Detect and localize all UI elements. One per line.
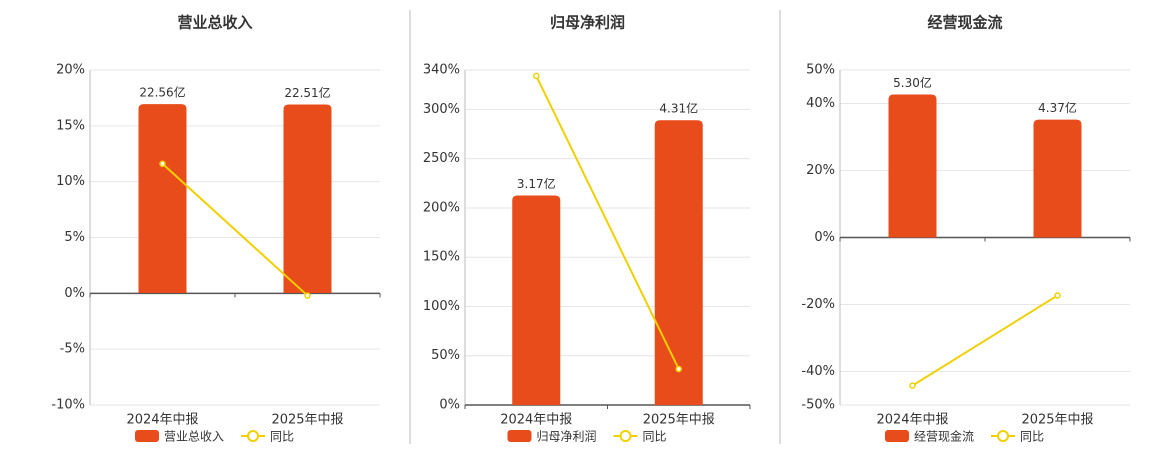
- y-tick-label: 50%: [806, 63, 835, 78]
- bar: [138, 104, 187, 294]
- legend-swatch: [885, 430, 909, 442]
- y-tick-label: 10%: [56, 174, 85, 189]
- y-tick-label: -10%: [51, 398, 85, 413]
- y-tick-label: 20%: [806, 163, 835, 178]
- value-label: 22.51亿: [284, 85, 330, 100]
- bar: [512, 195, 561, 405]
- chart-title: 经营现金流: [927, 14, 1002, 32]
- y-tick-label: -20%: [801, 297, 835, 312]
- y-tick-label: 340%: [423, 63, 460, 78]
- legend-label: 同比: [1020, 430, 1044, 444]
- legend-label: 归母净利润: [537, 430, 597, 444]
- value-label: 22.56亿: [139, 85, 185, 100]
- y-tick-label: 50%: [431, 348, 460, 363]
- y-tick-label: 15%: [56, 118, 85, 133]
- value-label: 5.30亿: [893, 75, 932, 90]
- x-tick-label: 2024年中报: [876, 413, 948, 428]
- value-label: 4.31亿: [659, 101, 698, 116]
- legend-label: 营业总收入: [164, 430, 224, 444]
- bar: [888, 94, 937, 238]
- yoy-marker: [1054, 292, 1061, 299]
- y-tick-label: 20%: [56, 63, 85, 78]
- y-tick-label: 40%: [806, 96, 835, 111]
- yoy-marker: [159, 160, 166, 168]
- x-tick-label: 2025年中报: [1021, 413, 1093, 428]
- x-tick-label: 2025年中报: [271, 413, 343, 428]
- legend-marker: [619, 430, 632, 442]
- value-label: 3.17亿: [517, 176, 556, 191]
- y-tick-label: 5%: [64, 230, 85, 245]
- x-tick-label: 2025年中报: [643, 413, 715, 428]
- yoy-line: [535, 75, 680, 370]
- legend-marker: [997, 430, 1010, 442]
- y-tick-label: 200%: [423, 200, 460, 215]
- y-tick-label: 100%: [423, 299, 460, 314]
- y-tick-label: -5%: [60, 342, 85, 357]
- x-tick-label: 2024年中报: [126, 413, 198, 428]
- yoy-marker: [533, 72, 540, 80]
- y-tick-label: 0%: [814, 230, 835, 245]
- y-tick-label: -50%: [801, 398, 835, 413]
- chart-title: 归母净利润: [550, 14, 625, 32]
- value-label: 4.37亿: [1038, 100, 1077, 115]
- yoy-marker: [675, 365, 682, 373]
- yoy-marker: [304, 292, 311, 299]
- y-tick-label: 0%: [64, 286, 85, 301]
- legend-label: 同比: [270, 430, 294, 444]
- y-tick-label: 0%: [439, 398, 460, 413]
- yoy-line: [911, 294, 1059, 387]
- y-tick-label: 300%: [423, 102, 460, 117]
- legend-marker: [247, 430, 260, 442]
- bar: [654, 120, 703, 405]
- legend-swatch: [135, 430, 159, 442]
- legend-label: 经营现金流: [914, 429, 974, 444]
- y-tick-label: 150%: [423, 250, 460, 265]
- yoy-line: [161, 163, 309, 297]
- bar: [1033, 119, 1082, 238]
- y-tick-label: -40%: [801, 364, 835, 379]
- x-tick-label: 2024年中报: [500, 413, 572, 428]
- legend-label: 同比: [643, 430, 667, 444]
- bar: [283, 104, 332, 294]
- chart-title: 营业总收入: [177, 14, 252, 32]
- yoy-marker: [909, 382, 916, 389]
- y-tick-label: 250%: [423, 151, 460, 166]
- legend-swatch: [507, 430, 532, 442]
